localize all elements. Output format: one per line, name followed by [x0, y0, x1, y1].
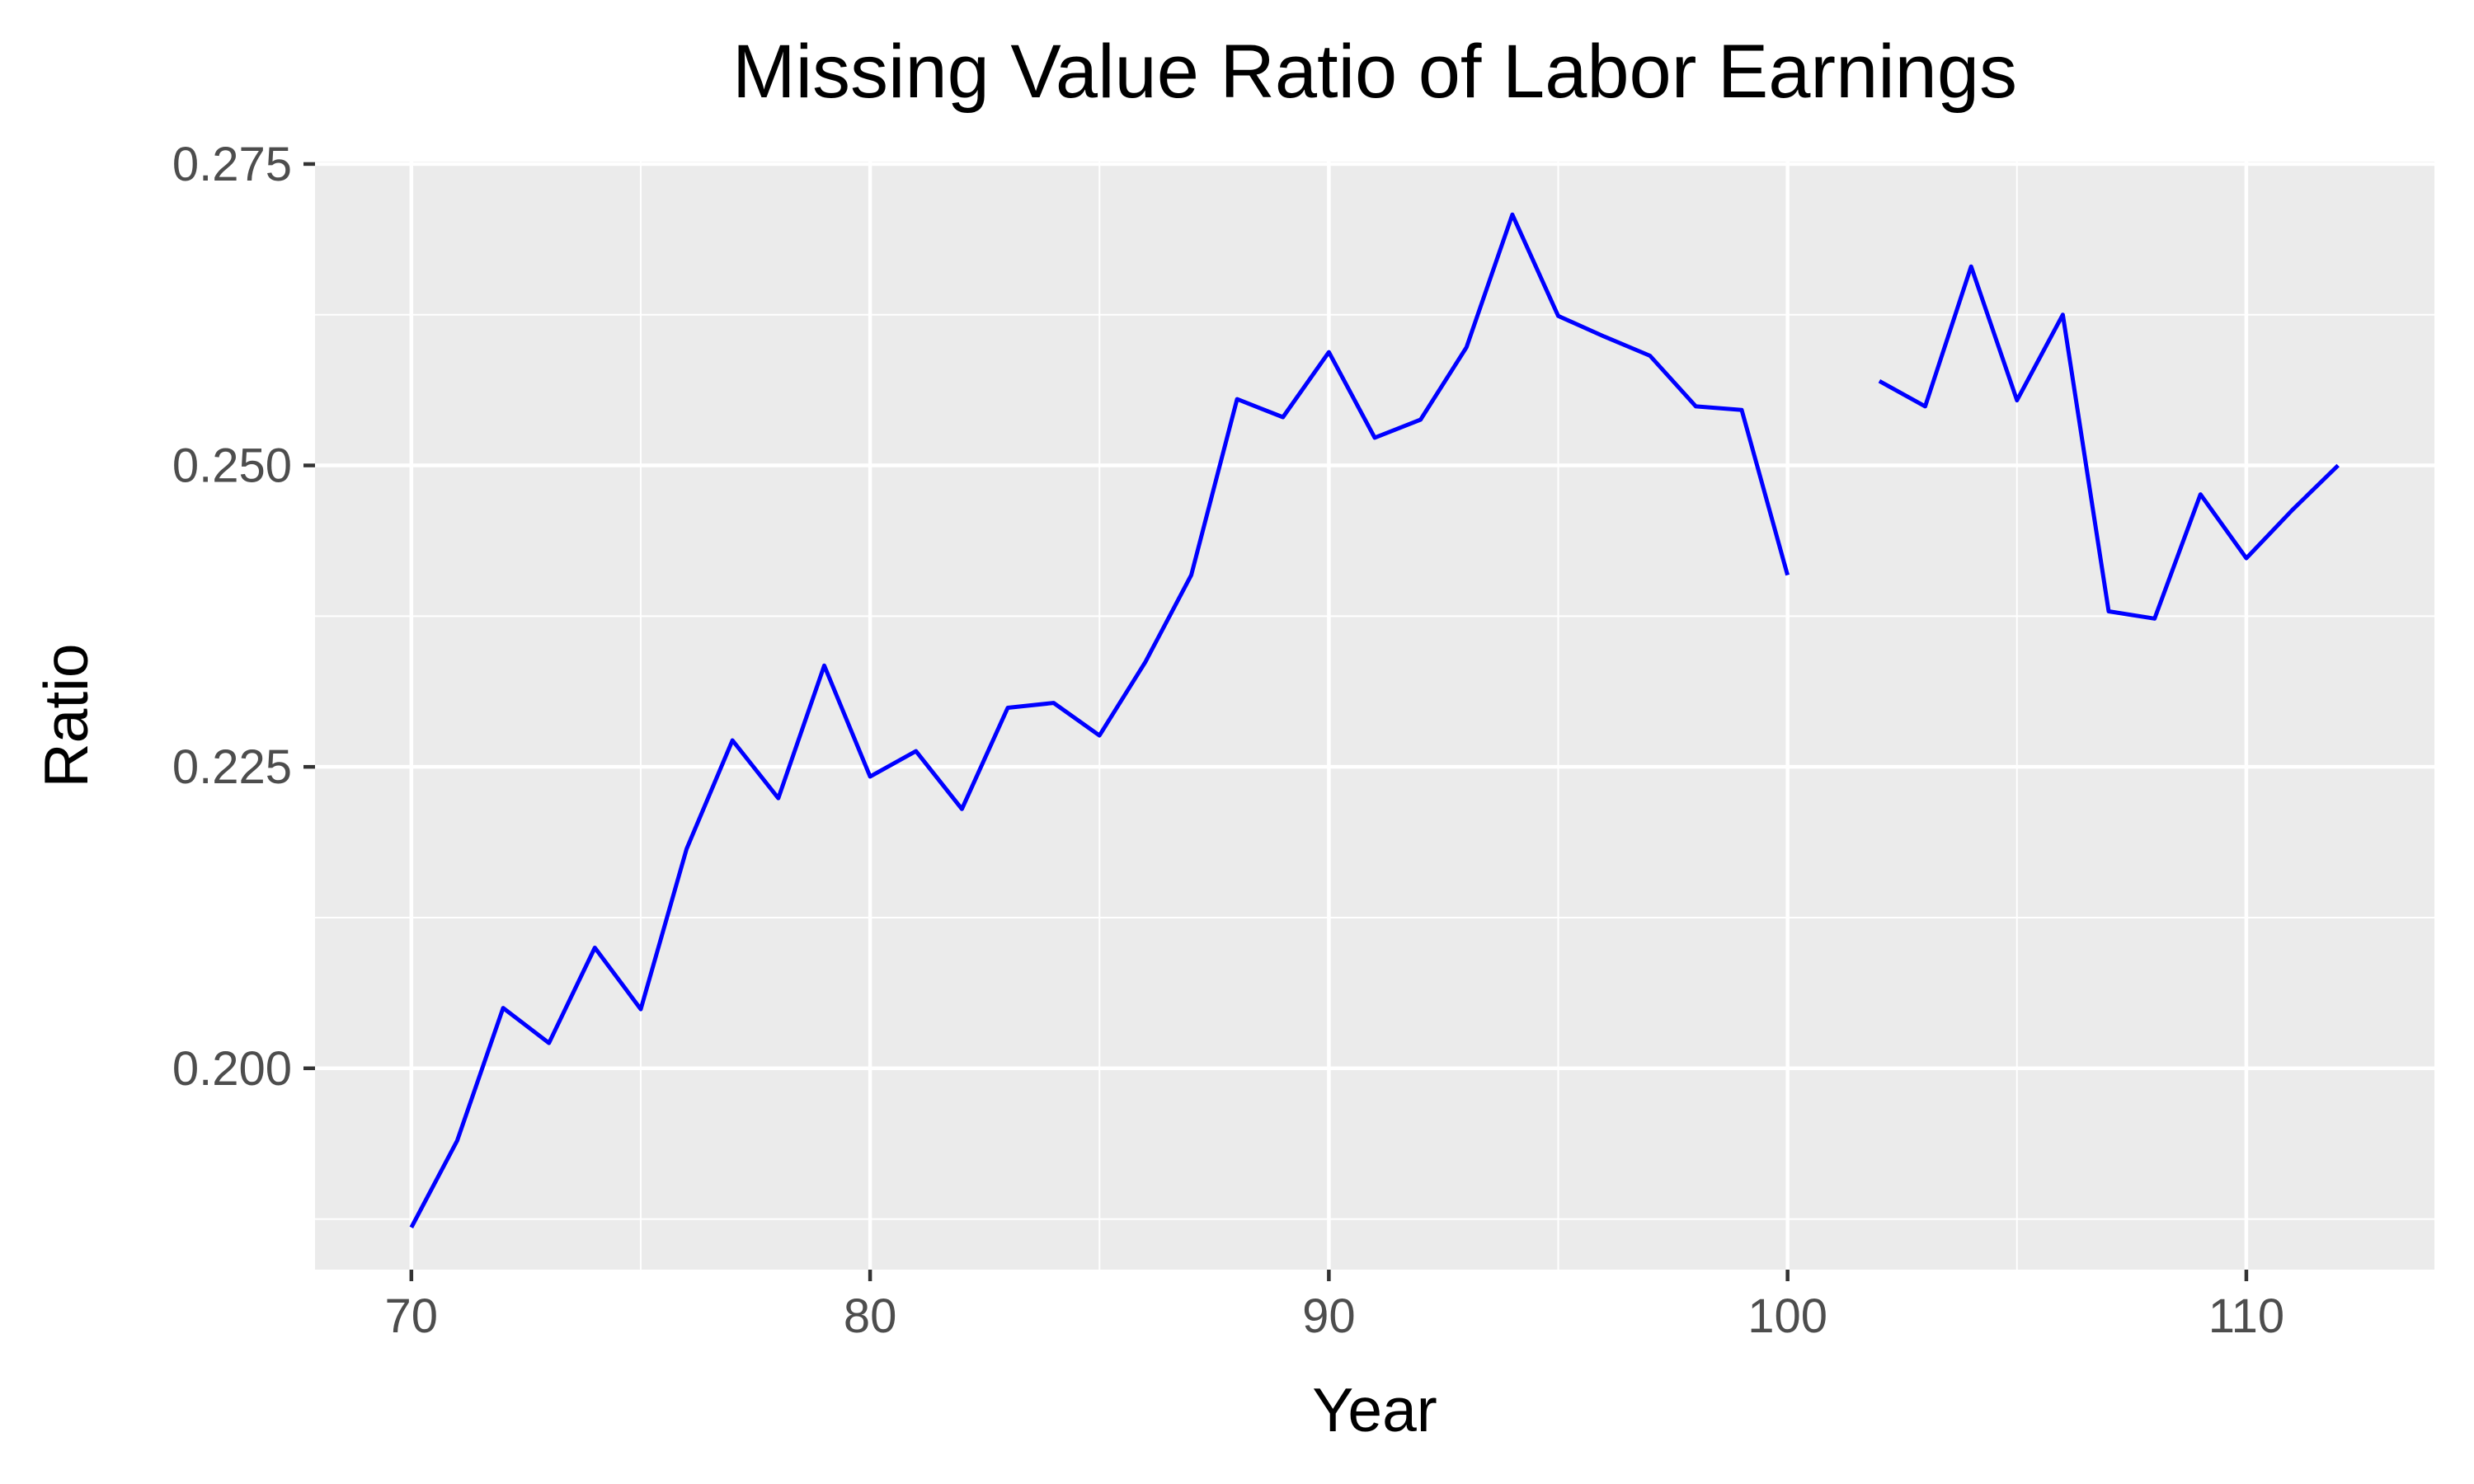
y-tick-label: 0.250 [172, 439, 292, 493]
x-tick-label: 90 [1302, 1289, 1356, 1343]
y-axis: 0.200 0.225 0.250 0.275 [172, 138, 315, 1096]
major-gridlines [315, 162, 2434, 1270]
x-axis-title: Year [1312, 1375, 1437, 1444]
series-layer [409, 212, 2340, 1228]
series-line [409, 212, 2340, 1228]
x-tick-label: 100 [1747, 1289, 1827, 1343]
plot-panel [315, 162, 2434, 1270]
x-tick-label: 70 [385, 1289, 439, 1343]
y-tick-label: 0.225 [172, 740, 292, 794]
y-tick-label: 0.275 [172, 138, 292, 191]
y-axis-title: Ratio [31, 643, 101, 787]
chart-title: Missing Value Ratio of Labor Earnings [732, 30, 2017, 114]
x-tick-label: 80 [844, 1289, 897, 1343]
x-axis: 70 80 90 100 110 [385, 1270, 2284, 1343]
y-tick-label: 0.200 [172, 1042, 292, 1096]
x-tick-label: 110 [2208, 1289, 2284, 1343]
